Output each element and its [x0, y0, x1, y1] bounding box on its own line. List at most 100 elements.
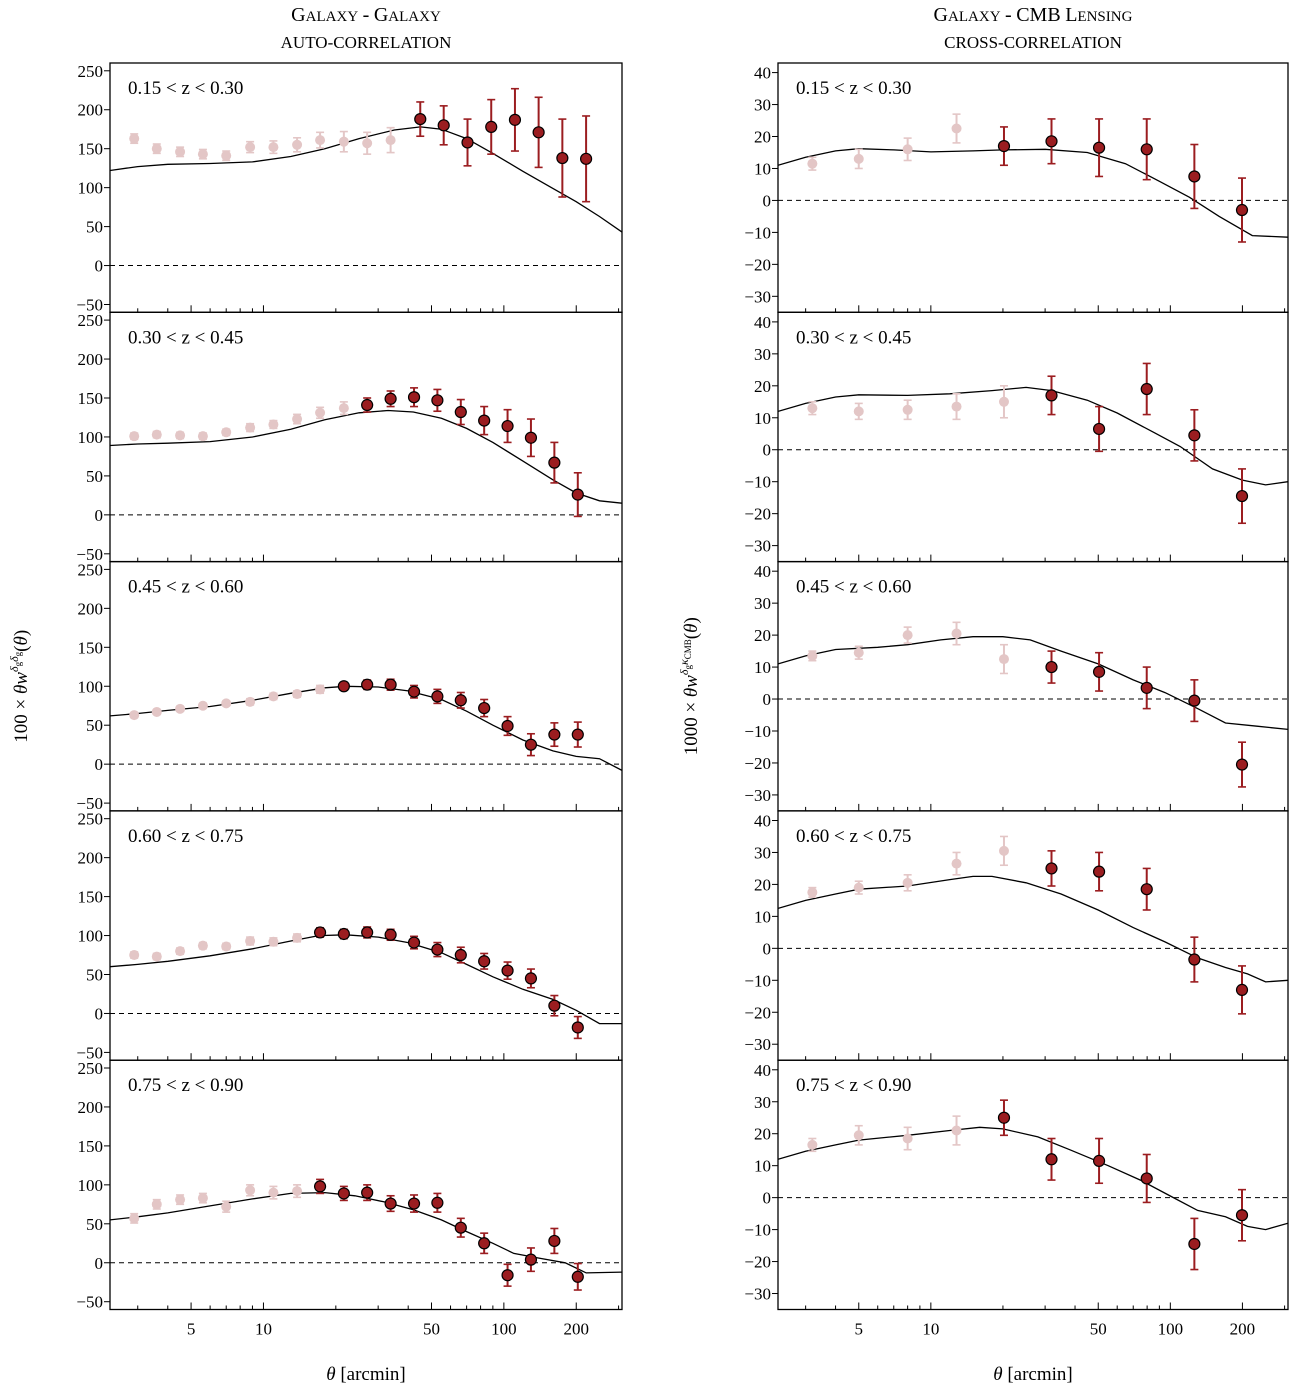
data-point [1188, 170, 1201, 183]
redshift-label: 0.75 < z < 0.90 [796, 1075, 911, 1096]
redshift-label: 0.60 < z < 0.75 [796, 826, 911, 847]
y-tick-label: 100 [78, 179, 104, 198]
data-point-faded [245, 696, 256, 707]
data-point [478, 701, 491, 715]
data-point-faded [853, 882, 864, 893]
redshift-label: 0.75 < z < 0.90 [128, 1075, 243, 1096]
data-point-faded [175, 146, 186, 157]
y-tick-label: −30 [744, 1285, 771, 1304]
y-tick-label: 40 [754, 1061, 771, 1080]
data-point-faded [292, 1186, 303, 1197]
y-tick-label: −30 [744, 1035, 771, 1054]
data-point-faded [902, 404, 913, 415]
data-point-faded [385, 135, 396, 146]
data-point-faded [853, 153, 864, 164]
data-point [571, 728, 584, 741]
data-point-faded [998, 654, 1009, 665]
y-tick-label: −30 [744, 537, 771, 556]
panel-auto-1: −50 0 50 100 150 200 250 0.15 < z < 0.30 [76, 62, 623, 315]
data-point [1188, 429, 1201, 442]
model-curve [110, 685, 622, 771]
data-point-faded [315, 407, 326, 418]
data-point [1235, 983, 1249, 996]
data-point-faded [268, 936, 279, 947]
data-point-faded [951, 123, 962, 134]
model-curve [778, 386, 1288, 486]
data-point [437, 119, 450, 132]
data-point-faded [151, 1199, 162, 1210]
y-tick-label: 10 [754, 1157, 771, 1176]
data-point [1092, 141, 1106, 154]
y-tick-label: 250 [78, 311, 104, 330]
data-point-faded [129, 950, 140, 961]
model-curve [778, 1126, 1288, 1231]
data-point [431, 1196, 444, 1209]
y-tick-label: 10 [754, 907, 771, 926]
data-point [524, 972, 538, 985]
redshift-label: 0.45 < z < 0.60 [796, 577, 911, 598]
y-tick-label: 0 [95, 755, 104, 774]
data-point-faded [221, 941, 232, 952]
y-tick-label: −10 [744, 971, 771, 990]
data-point [501, 419, 514, 433]
y-tick-label: −30 [744, 786, 771, 805]
data-point-faded [998, 396, 1009, 407]
y-tick-label: 0 [95, 1254, 104, 1273]
y-tick-label: 10 [754, 159, 771, 178]
data-point [1140, 1172, 1153, 1185]
y-tick-label: 0 [95, 506, 104, 525]
chart-title-auto: GALAXY - GALAXY [291, 4, 441, 26]
data-point-faded [151, 429, 162, 440]
redshift-label: 0.30 < z < 0.45 [128, 327, 243, 348]
data-point-faded [221, 427, 232, 438]
y-tick-label: 100 [78, 1176, 104, 1195]
data-point [532, 126, 545, 139]
data-point-faded [197, 700, 208, 711]
data-point-faded [245, 142, 256, 153]
panel-cross-4: −30 −20 −10 0 10 20 30 40 0.60 < z < 0.75 [744, 810, 1289, 1061]
data-point-faded [245, 936, 256, 947]
data-point [548, 1234, 561, 1248]
y-axis-label-cross: 1000 × θwδgκCMB(θ) [677, 617, 702, 755]
data-point-faded [807, 1139, 818, 1150]
data-point [313, 1180, 327, 1193]
panel-frame [777, 311, 1289, 563]
x-tick-label: 5 [187, 1320, 196, 1339]
y-tick-label: 0 [763, 1189, 772, 1208]
y-tick-label: 20 [754, 626, 771, 645]
y-tick-label: −10 [744, 722, 771, 741]
data-point [478, 1237, 491, 1250]
data-point-faded [951, 1125, 962, 1136]
data-point [454, 694, 467, 707]
data-point [454, 1221, 467, 1234]
y-tick-label: 100 [78, 677, 104, 696]
data-point-faded [197, 1193, 208, 1204]
y-tick-label: 200 [78, 599, 104, 618]
data-point [571, 1270, 584, 1283]
x-axis-label-cross: θ [arcmin] [993, 1364, 1073, 1385]
data-point [524, 431, 538, 444]
data-point [337, 1187, 350, 1200]
panel-frame [777, 62, 1289, 313]
redshift-label: 0.45 < z < 0.60 [128, 577, 243, 598]
data-point-faded [129, 133, 140, 144]
y-tick-label: 20 [754, 1125, 771, 1144]
data-point [548, 999, 561, 1012]
data-point [407, 685, 421, 698]
y-tick-label: 200 [78, 849, 104, 868]
x-tick-label: 200 [563, 1320, 589, 1339]
data-point-faded [175, 703, 186, 714]
y-tick-label: 0 [763, 939, 772, 958]
data-point [384, 928, 397, 941]
data-point [431, 394, 444, 407]
y-tick-label: 0 [763, 690, 772, 709]
model-curve [110, 934, 622, 1025]
panel-frame [777, 1059, 1289, 1311]
panel-frame [777, 560, 1289, 812]
data-point [431, 943, 444, 956]
y-tick-label: 100 [78, 927, 104, 946]
data-point-faded [338, 136, 349, 147]
y-tick-label: 50 [86, 716, 103, 735]
y-tick-label: 200 [78, 101, 104, 120]
